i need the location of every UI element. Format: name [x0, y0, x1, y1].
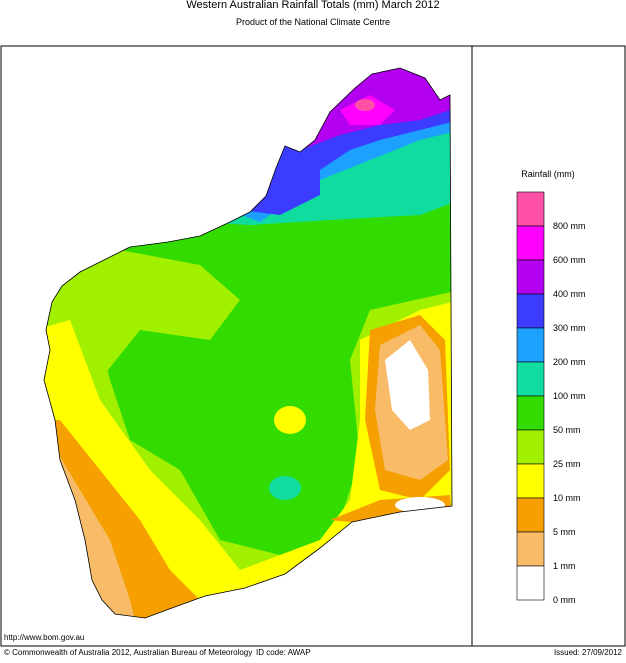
legend-swatch	[516, 395, 545, 431]
legend-label: 5 mm	[553, 527, 576, 537]
legend-title: Rainfall (mm)	[521, 169, 575, 179]
legend-label: 200 mm	[553, 357, 586, 367]
legend-label: 10 mm	[553, 493, 581, 503]
legend-swatch	[516, 327, 545, 363]
legend-label: 25 mm	[553, 459, 581, 469]
legend-swatch	[516, 259, 545, 295]
legend: 800 mm 600 mm 400 mm 300 mm 200 mm 100 mm 50 m…	[516, 191, 586, 605]
title: Western Australian Rainfall Totals (mm) …	[186, 0, 439, 11]
legend-swatch	[516, 497, 545, 533]
footer-issued: Issued: 27/09/2012	[554, 648, 623, 657]
subtitle: Product of the National Climate Centre	[236, 17, 390, 27]
legend-swatch	[516, 225, 545, 261]
footer-copyright: © Commonwealth of Australia 2012, Austra…	[4, 648, 252, 657]
legend-swatch	[516, 565, 545, 601]
legend-swatch	[516, 191, 545, 227]
legend-label: 0 mm	[553, 595, 576, 605]
legend-label: 600 mm	[553, 255, 586, 265]
legend-swatch	[516, 361, 545, 397]
legend-swatch	[516, 531, 545, 567]
legend-label: 400 mm	[553, 289, 586, 299]
footer-url: http://www.bom.gov.au	[4, 633, 84, 642]
legend-swatch	[516, 293, 545, 329]
rainfall-map	[44, 68, 452, 618]
legend-label: 800 mm	[553, 221, 586, 231]
legend-swatch	[516, 429, 545, 465]
legend-label: 100 mm	[553, 391, 586, 401]
footer-id: ID code: AWAP	[256, 648, 311, 657]
legend-label: 50 mm	[553, 425, 581, 435]
legend-swatch	[516, 463, 545, 499]
legend-label: 1 mm	[553, 561, 576, 571]
legend-label: 300 mm	[553, 323, 586, 333]
